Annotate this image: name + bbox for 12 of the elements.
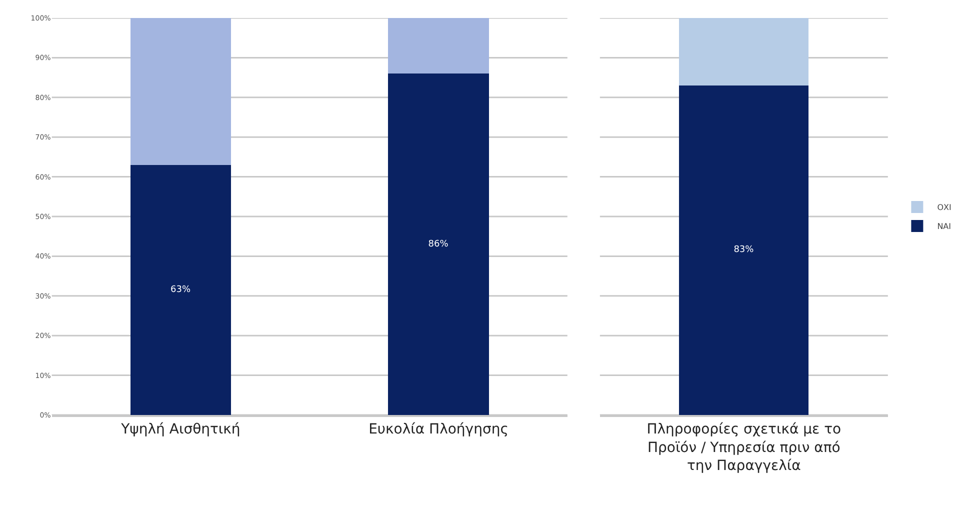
data-label: 86%: [428, 239, 449, 250]
bar: [388, 74, 489, 415]
data-label: 83%: [734, 245, 754, 256]
x-tick-label: Υψηλή Αισθητική: [120, 422, 240, 438]
x-tick-label: Πληροφορίες σχετικά με το Προϊόν / Υπηρεσία πριν από την Παραγγελία: [646, 422, 842, 474]
data-label: 63%: [170, 284, 191, 295]
bar: [130, 164, 231, 415]
x-tick-label: Ευκολία Πλοήγησης: [368, 422, 508, 438]
legend-label: ΟΧΙ: [937, 203, 952, 212]
bar: [130, 18, 231, 165]
legend-label: ΝΑΙ: [937, 222, 952, 232]
bar: [388, 18, 489, 74]
